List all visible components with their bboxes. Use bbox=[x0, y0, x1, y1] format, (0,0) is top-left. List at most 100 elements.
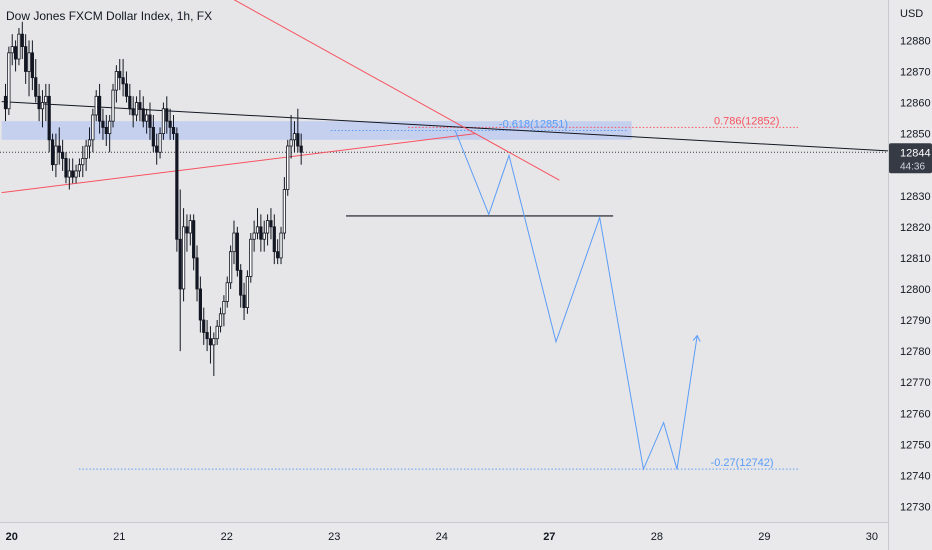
y-tick-label: 12740 bbox=[900, 470, 931, 482]
fib-level-label: 0.786(12852) bbox=[714, 115, 779, 127]
y-tick-label: 12810 bbox=[900, 253, 931, 265]
candle-down bbox=[259, 226, 263, 240]
x-tick-label: 27 bbox=[543, 531, 555, 543]
candle-down bbox=[202, 319, 206, 333]
candle-down bbox=[178, 238, 182, 290]
candle-up bbox=[114, 71, 118, 91]
candle-up bbox=[265, 220, 270, 234]
projection-arrowhead bbox=[692, 334, 701, 342]
candle-up bbox=[158, 133, 162, 153]
candle-down bbox=[171, 126, 176, 135]
candle-down bbox=[185, 226, 189, 234]
projection-path bbox=[454, 130, 698, 471]
candle-down bbox=[195, 257, 199, 290]
x-tick-label: 21 bbox=[113, 531, 125, 543]
y-tick-label: 12750 bbox=[900, 439, 931, 451]
candle-up bbox=[255, 226, 260, 234]
plot-area bbox=[0, 0, 888, 522]
candle-up bbox=[94, 95, 98, 116]
candle-down bbox=[141, 108, 145, 122]
candle-up bbox=[145, 114, 149, 122]
candle-down bbox=[242, 294, 246, 309]
candle-up bbox=[218, 313, 223, 327]
candle-up bbox=[232, 232, 236, 253]
candle-down bbox=[34, 77, 38, 97]
candle-down bbox=[71, 170, 75, 178]
candle-down bbox=[165, 108, 169, 122]
candle-up bbox=[27, 52, 31, 72]
time-axis bbox=[0, 522, 888, 550]
candle-down bbox=[20, 33, 24, 48]
y-tick-label: 12830 bbox=[900, 191, 931, 203]
fib-level-label: -0.618(12851) bbox=[499, 119, 568, 131]
candle-down bbox=[198, 288, 202, 321]
candle-down bbox=[61, 151, 65, 159]
y-tick-label: 12800 bbox=[900, 284, 931, 296]
candle-up bbox=[282, 189, 286, 234]
candle-up bbox=[44, 95, 48, 103]
candle-down bbox=[3, 95, 8, 110]
candle-down bbox=[192, 220, 196, 259]
price-tag-countdown: 44:36 bbox=[900, 161, 925, 172]
candle-down bbox=[151, 126, 155, 147]
candle-up bbox=[40, 102, 45, 110]
candle-down bbox=[30, 52, 34, 79]
candle-up bbox=[245, 276, 250, 309]
fib-level-label: -0.27(12742) bbox=[711, 457, 774, 469]
chart-title: Dow Jones FXCM Dollar Index, 1h, FX bbox=[6, 9, 213, 23]
candle-down bbox=[269, 220, 273, 228]
x-tick-label: 30 bbox=[866, 531, 878, 543]
y-tick-label: 12880 bbox=[900, 35, 931, 47]
candle-up bbox=[289, 139, 293, 147]
y-tick-label: 12860 bbox=[900, 98, 931, 110]
x-tick-label: 20 bbox=[6, 531, 18, 543]
candle-up bbox=[134, 102, 139, 116]
y-tick-label: 12760 bbox=[900, 408, 931, 420]
candle-up bbox=[111, 89, 115, 122]
x-tick-label: 22 bbox=[221, 531, 233, 543]
candle-up bbox=[7, 52, 11, 110]
candle-down bbox=[50, 139, 55, 166]
candle-up bbox=[161, 108, 166, 135]
candle-down bbox=[296, 133, 300, 147]
candle-down bbox=[239, 269, 243, 296]
trendline-red-up bbox=[1, 133, 476, 194]
price-tag bbox=[889, 143, 932, 174]
x-tick-label: 29 bbox=[758, 531, 770, 543]
candle-down bbox=[37, 95, 41, 110]
candle-up bbox=[252, 232, 256, 240]
candle-up bbox=[279, 232, 283, 259]
candle-down bbox=[299, 145, 303, 153]
candle-up bbox=[81, 158, 85, 166]
candle-up bbox=[77, 164, 82, 172]
candle-up bbox=[229, 251, 233, 284]
candle-up bbox=[262, 232, 266, 240]
candle-up bbox=[84, 145, 88, 159]
candle-down bbox=[118, 71, 122, 79]
x-tick-label: 24 bbox=[436, 531, 448, 543]
x-tick-label: 23 bbox=[328, 531, 340, 543]
candle-down bbox=[57, 145, 61, 153]
price-axis bbox=[888, 0, 932, 550]
candle-up bbox=[108, 120, 112, 135]
candle-down bbox=[131, 108, 135, 116]
candle-down bbox=[64, 158, 68, 178]
candle-down bbox=[128, 95, 132, 110]
y-tick-label: 12730 bbox=[900, 501, 931, 513]
plot-layer bbox=[0, 0, 888, 471]
candle-up bbox=[249, 238, 253, 277]
y-tick-label: 12780 bbox=[900, 346, 931, 358]
candle-up bbox=[10, 46, 14, 54]
candle-down bbox=[205, 332, 209, 340]
candle-up bbox=[181, 226, 186, 290]
y-tick-label: 12870 bbox=[900, 66, 931, 78]
candle-down bbox=[121, 77, 125, 85]
candle-down bbox=[24, 46, 28, 72]
candle-down bbox=[276, 251, 280, 259]
candle-up bbox=[212, 338, 216, 346]
y-tick-label: 12790 bbox=[900, 315, 931, 327]
candle-up bbox=[54, 145, 58, 166]
candle-up bbox=[292, 133, 297, 141]
